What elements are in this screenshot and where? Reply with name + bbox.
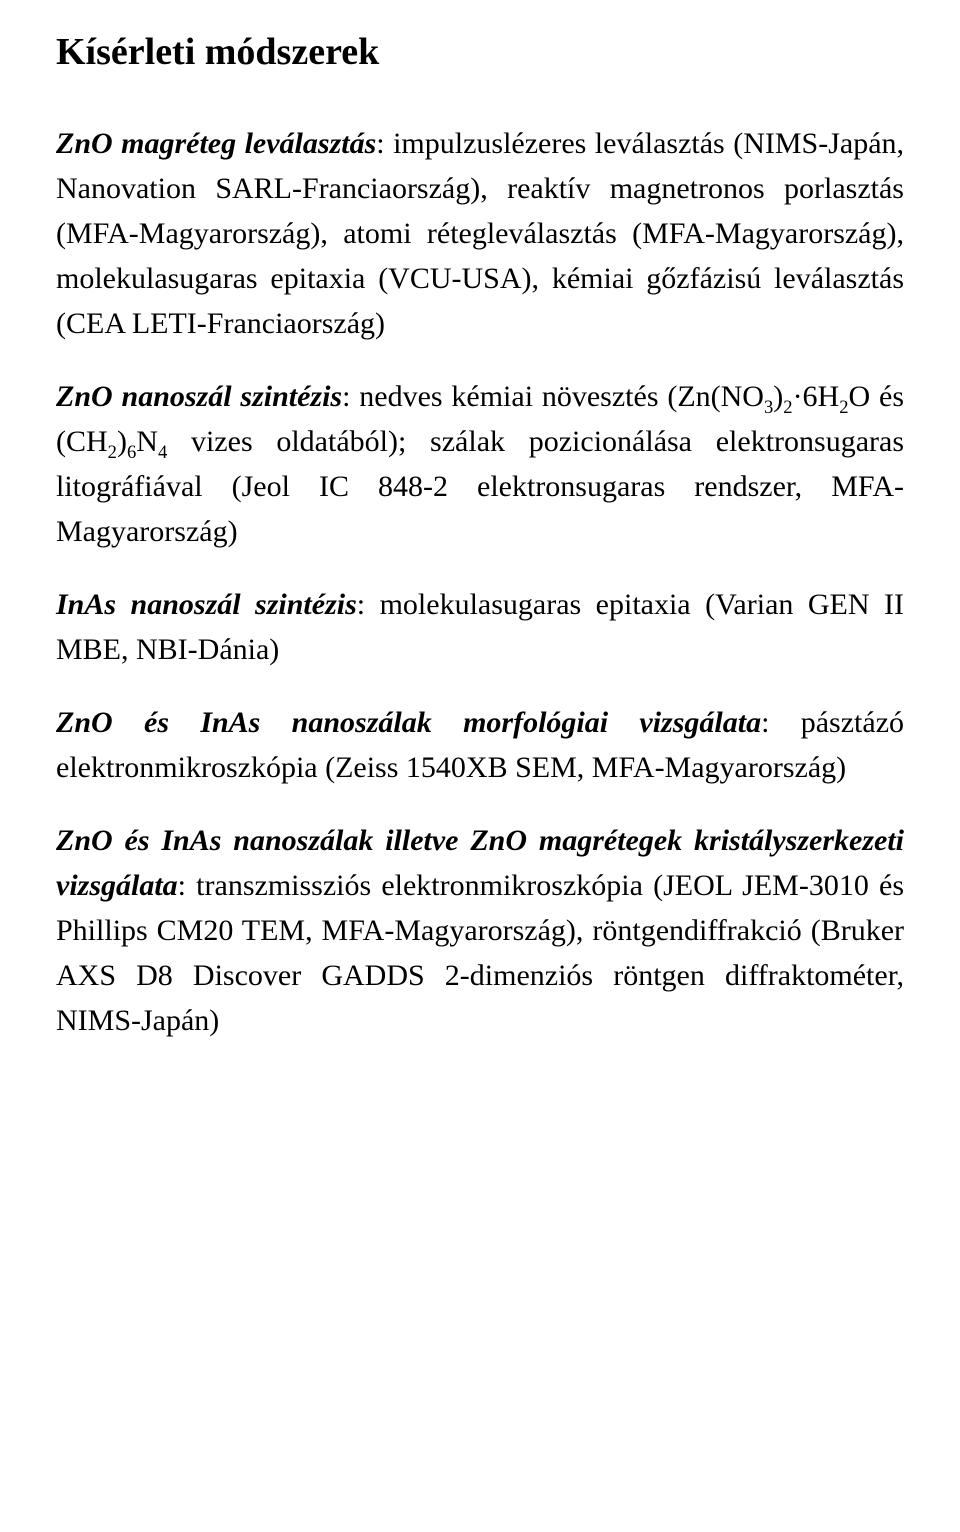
section-text: : transzmissziós elektronmikroszkópia (J… [56, 869, 904, 1037]
formula-sub: 2 [783, 397, 792, 418]
section-label: ZnO nanoszál szintézis [56, 380, 342, 413]
section-zno-magreteg: ZnO magréteg leválasztás: impulzuslézere… [56, 121, 904, 346]
formula-part: ) [773, 380, 783, 413]
section-label: ZnO magréteg leválasztás [56, 127, 376, 160]
formula-part: N [136, 425, 158, 458]
page-title: Kísérleti módszerek [56, 24, 904, 81]
section-label: InAs nanoszál szintézis [56, 588, 357, 621]
formula-part: ) [117, 425, 127, 458]
section-inas-nanoszal: InAs nanoszál szintézis: molekulasugaras… [56, 582, 904, 672]
section-label: ZnO és InAs nanoszálak morfológiai vizsg… [56, 706, 761, 739]
section-text-pre: : nedves kémiai növesztés (Zn(NO [342, 380, 764, 413]
document-page: Kísérleti módszerek ZnO magréteg leválas… [0, 0, 960, 1532]
section-zno-nanoszal: ZnO nanoszál szintézis: nedves kémiai nö… [56, 374, 904, 554]
formula-part: ·6H [793, 380, 840, 413]
section-kristalyszerkezeti: ZnO és InAs nanoszálak illetve ZnO magré… [56, 818, 904, 1043]
formula-sub: 6 [127, 442, 136, 463]
formula-sub: 2 [839, 397, 848, 418]
section-text-post: vizes oldatából); szálak pozicionálása e… [56, 425, 904, 548]
formula-sub: 2 [108, 442, 117, 463]
section-morfologiai: ZnO és InAs nanoszálak morfológiai vizsg… [56, 700, 904, 790]
formula-sub: 3 [764, 397, 773, 418]
formula-sub: 4 [158, 442, 167, 463]
